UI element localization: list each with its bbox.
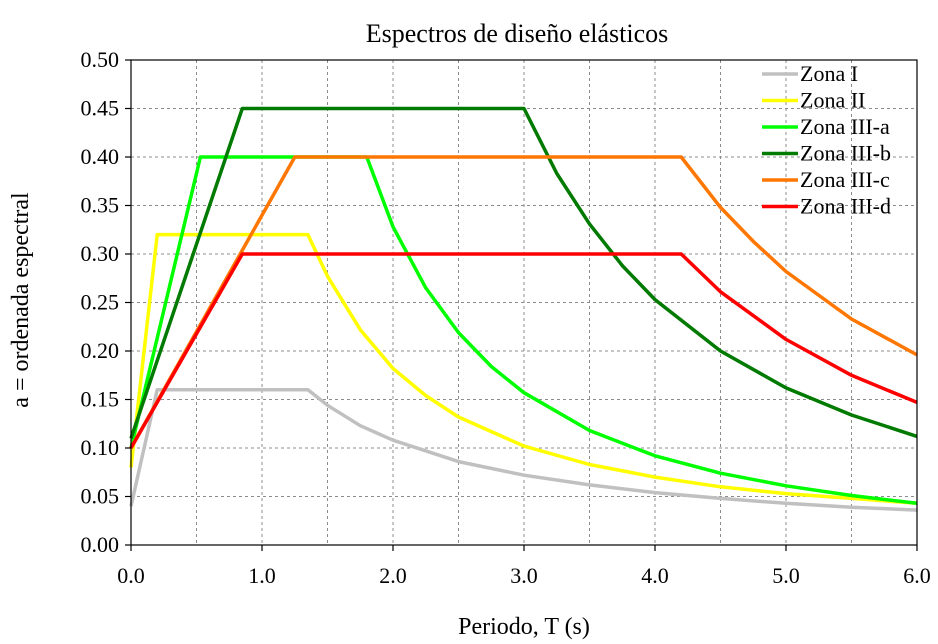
legend-label-2: Zona II — [800, 88, 865, 113]
y-tick-label: 0.15 — [81, 387, 120, 412]
x-tick-label: 5.0 — [772, 563, 800, 588]
y-tick-label: 0.00 — [81, 532, 120, 557]
x-tick-label: 0.0 — [117, 563, 145, 588]
y-axis-label: a = ordenada espectral — [8, 192, 34, 408]
x-tick-label: 6.0 — [903, 563, 931, 588]
y-tick-label: 0.10 — [81, 435, 120, 460]
legend-label-4: Zona III-b — [800, 141, 891, 166]
x-tick-label: 3.0 — [510, 563, 538, 588]
y-tick-label: 0.05 — [81, 484, 120, 509]
legend-label-3: Zona III-a — [800, 114, 890, 139]
legend-label-6: Zona III-d — [800, 194, 891, 219]
y-tick-label: 0.25 — [81, 290, 120, 315]
x-tick-label: 2.0 — [379, 563, 407, 588]
x-tick-label: 4.0 — [641, 563, 669, 588]
y-tick-label: 0.50 — [81, 47, 120, 72]
y-tick-label: 0.20 — [81, 338, 120, 363]
y-tick-label: 0.40 — [81, 144, 120, 169]
x-axis-label: Periodo, T (s) — [458, 614, 590, 640]
y-tick-label: 0.45 — [81, 96, 120, 121]
chart-title: Espectros de diseño elásticos — [366, 19, 669, 48]
x-tick-label: 1.0 — [248, 563, 276, 588]
y-tick-label: 0.35 — [81, 193, 120, 218]
legend-label-1: Zona I — [800, 61, 858, 86]
legend-label-5: Zona III-c — [800, 167, 890, 192]
y-tick-label: 0.30 — [81, 241, 120, 266]
